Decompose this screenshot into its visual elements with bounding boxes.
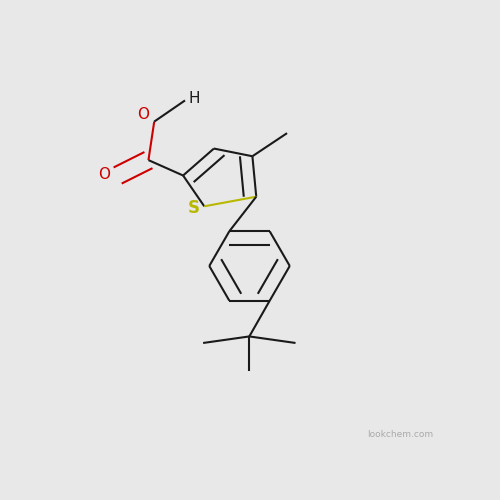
Text: O: O: [136, 107, 148, 122]
Text: S: S: [188, 199, 200, 217]
Text: O: O: [98, 167, 110, 182]
Text: lookchem.com: lookchem.com: [367, 430, 434, 439]
Text: H: H: [189, 91, 200, 106]
